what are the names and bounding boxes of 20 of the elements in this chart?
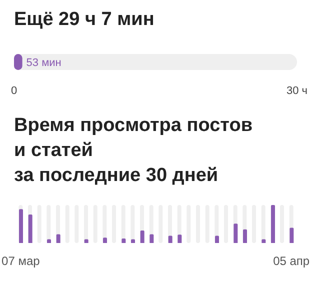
chart-title: Время просмотра постов и статей за последние 30 дней — [13, 114, 254, 188]
bar — [150, 234, 154, 243]
bar — [140, 230, 144, 243]
bar — [56, 234, 60, 243]
x-tick-label: 0 — [10, 85, 18, 97]
bar — [178, 234, 182, 243]
bar — [19, 209, 23, 243]
chart-title: Ещё 29 ч 7 мин — [13, 8, 156, 32]
bar — [28, 214, 32, 243]
bar — [103, 238, 107, 243]
bar — [168, 236, 172, 243]
x-tick-label: 30 ч — [286, 85, 308, 97]
bar — [243, 229, 247, 243]
bar — [215, 236, 219, 243]
bar — [290, 228, 294, 243]
bar — [234, 224, 238, 243]
x-tick-label: 07 мар — [2, 254, 40, 268]
annotation: 53 мин — [26, 57, 62, 69]
bar — [271, 205, 275, 243]
x-tick-label: 05 апр — [273, 254, 310, 268]
